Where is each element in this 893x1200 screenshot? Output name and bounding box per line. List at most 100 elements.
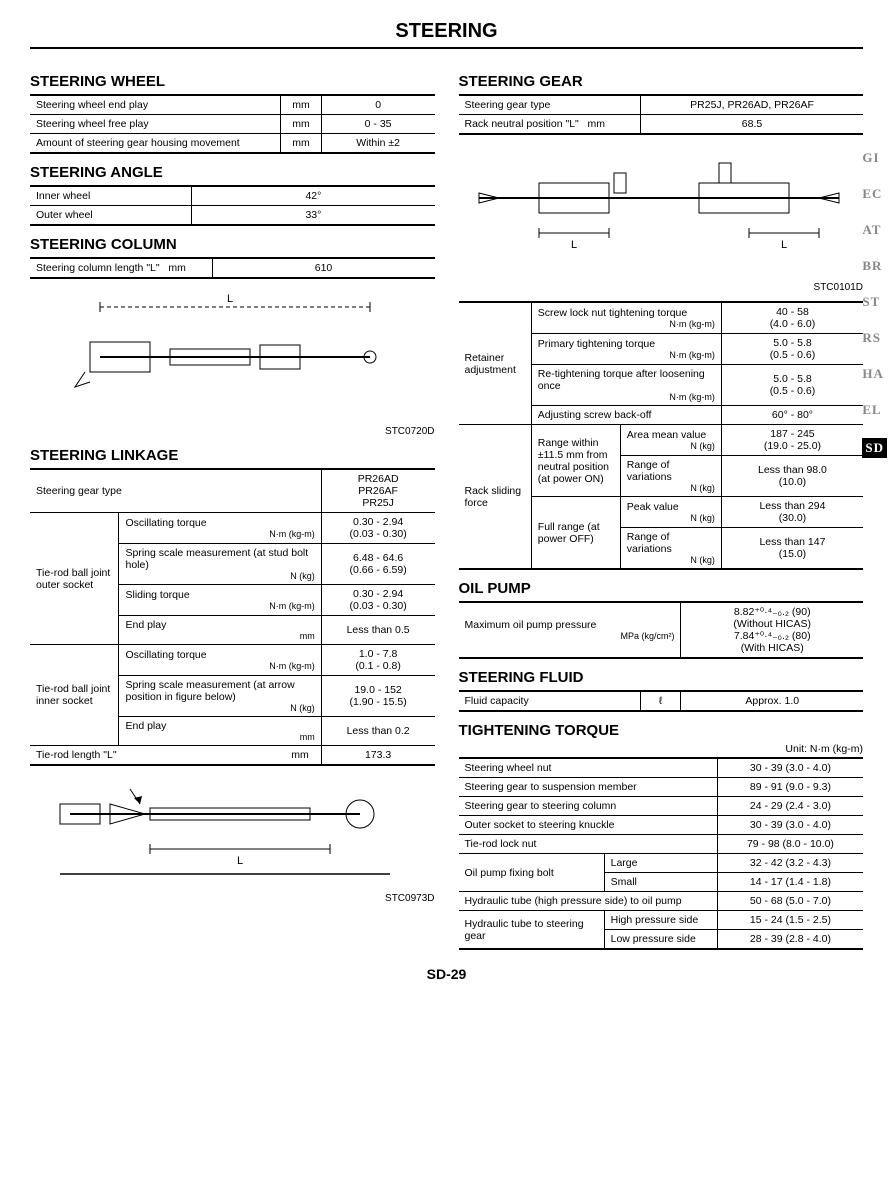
- table-cell: Sliding torqueN·m (kg-m): [119, 585, 321, 616]
- steering-fluid-table: Fluid capacity ℓ Approx. 1.0: [459, 690, 864, 712]
- table-cell: 89 - 91 (9.0 - 9.3): [717, 778, 863, 797]
- table-cell: End playmm: [119, 717, 321, 746]
- table-cell: 32 - 42 (3.2 - 4.3): [717, 854, 863, 873]
- table-cell: 68.5: [641, 115, 863, 135]
- column-fig-caption: STC0720D: [30, 426, 435, 437]
- oil-val: 8.82⁺⁰·⁴₋₀.₂ (90) (Without HICAS) 7.84⁺⁰…: [681, 602, 863, 658]
- table-cell: Steering column length "L" mm: [30, 258, 212, 278]
- table-cell: 79 - 98 (8.0 - 10.0): [717, 835, 863, 854]
- fluid-unit: ℓ: [641, 691, 681, 711]
- tightening-torque-title: TIGHTENING TORQUE: [459, 722, 864, 739]
- steering-wheel-table: Steering wheel end playmm0Steering wheel…: [30, 94, 435, 154]
- table-cell: Hydraulic tube to steering gear: [459, 911, 605, 950]
- table-cell: Steering gear to steering column: [459, 797, 718, 816]
- table-cell: Adjusting screw back-off: [531, 406, 721, 425]
- retainer-rack-table: Retainer adjustmentScrew lock nut tighte…: [459, 301, 864, 570]
- table-cell: 33°: [192, 206, 435, 226]
- table-cell: 0.30 - 2.94(0.03 - 0.30): [321, 513, 434, 544]
- table-row: Steering gear typePR25J, PR26AD, PR26AF: [459, 95, 864, 115]
- table-row: Rack sliding forceRange within ±11.5 mm …: [459, 425, 864, 456]
- table-cell: mm: [281, 115, 321, 134]
- tierod-fig-caption: STC0973D: [30, 893, 435, 904]
- fluid-val: Approx. 1.0: [681, 691, 863, 711]
- table-row: Steering wheel free playmm0 - 35: [30, 115, 435, 134]
- gear-diagram: L L: [459, 143, 859, 273]
- table-cell: Steering gear to suspension member: [459, 778, 718, 797]
- table-cell: Steering gear type: [459, 95, 641, 115]
- table-cell: PR25J, PR26AD, PR26AF: [641, 95, 863, 115]
- table-cell: 60° - 80°: [721, 406, 863, 425]
- table-cell: Tie-rod ball joint outer socket: [30, 513, 119, 645]
- table-cell: Oscillating torqueN·m (kg-m): [119, 513, 321, 544]
- table-cell: Small: [604, 873, 717, 892]
- table-cell: Rack sliding force: [459, 425, 532, 570]
- tab-rs: RS: [862, 330, 887, 346]
- steering-gear-title: STEERING GEAR: [459, 73, 864, 90]
- torque-unit: Unit: N·m (kg-m): [459, 743, 864, 755]
- oil-label: Maximum oil pump pressure: [465, 619, 597, 631]
- tab-gi: GI: [862, 150, 887, 166]
- table-cell: 5.0 - 5.8(0.5 - 0.6): [721, 334, 863, 365]
- svg-text:L: L: [227, 293, 233, 305]
- table-cell: Range of variationsN (kg): [620, 528, 721, 570]
- svg-text:L: L: [570, 239, 576, 251]
- table-cell: 14 - 17 (1.4 - 1.8): [717, 873, 863, 892]
- table-row: Hydraulic tube (high pressure side) to o…: [459, 892, 864, 911]
- table-cell: Less than 0.2: [321, 717, 434, 746]
- table-row: Rack neutral position "L" mm68.5: [459, 115, 864, 135]
- table-cell: Outer wheel: [30, 206, 192, 226]
- table-cell: 610: [212, 258, 434, 278]
- tierod-diagram: L: [30, 774, 410, 884]
- table-row: Steering gear to suspension member89 - 9…: [459, 778, 864, 797]
- table-row: Steering gear typePR26ADPR26AFPR25J: [30, 469, 435, 513]
- oil-pump-title: OIL PUMP: [459, 580, 864, 597]
- tab-st: ST: [862, 294, 887, 310]
- gear-fig-caption: STC0101D: [459, 282, 864, 293]
- table-row: Steering column length "L" mm610: [30, 258, 435, 278]
- tab-ec: EC: [862, 186, 887, 202]
- table-row: Tie-rod ball joint outer socketOscillati…: [30, 513, 435, 544]
- table-cell: Oscillating torqueN·m (kg-m): [119, 645, 321, 676]
- table-cell: 1.0 - 7.8(0.1 - 0.8): [321, 645, 434, 676]
- table-cell: Range within ±11.5 mm from neutral posit…: [531, 425, 620, 497]
- tab-ha: HA: [862, 366, 887, 382]
- table-cell: Low pressure side: [604, 930, 717, 950]
- table-cell: Steering wheel free play: [30, 115, 281, 134]
- table-cell: Amount of steering gear housing movement: [30, 134, 281, 154]
- steering-wheel-title: STEERING WHEEL: [30, 73, 435, 90]
- table-row: Outer wheel33°: [30, 206, 435, 226]
- table-cell: 30 - 39 (3.0 - 4.0): [717, 816, 863, 835]
- table-row: Tie-rod lock nut79 - 98 (8.0 - 10.0): [459, 835, 864, 854]
- svg-text:L: L: [780, 239, 786, 251]
- table-cell: Tie-rod ball joint inner socket: [30, 645, 119, 746]
- table-cell: Steering wheel end play: [30, 95, 281, 115]
- steering-column-table: Steering column length "L" mm610: [30, 257, 435, 279]
- table-cell: Less than 294(30.0): [721, 497, 863, 528]
- table-cell: 28 - 39 (2.8 - 4.0): [717, 930, 863, 950]
- table-row: Steering gear to steering column24 - 29 …: [459, 797, 864, 816]
- fluid-label: Fluid capacity: [459, 691, 641, 711]
- side-tabs: GIECATBRSTRSHAELSD: [862, 150, 887, 458]
- table-cell: Spring scale measurement (at arrow posit…: [119, 676, 321, 717]
- table-row: Outer socket to steering knuckle30 - 39 …: [459, 816, 864, 835]
- steering-linkage-title: STEERING LINKAGE: [30, 447, 435, 464]
- table-cell: Less than 0.5: [321, 616, 434, 645]
- table-cell: Re-tightening torque after loosening onc…: [531, 365, 721, 406]
- table-cell: 0 - 35: [321, 115, 434, 134]
- table-row: Amount of steering gear housing movement…: [30, 134, 435, 154]
- table-cell: 19.0 - 152(1.90 - 15.5): [321, 676, 434, 717]
- right-column: STEERING GEAR Steering gear typePR25J, P…: [459, 63, 864, 950]
- left-column: STEERING WHEEL Steering wheel end playmm…: [30, 63, 435, 950]
- table-row: Oil pump fixing boltLarge32 - 42 (3.2 - …: [459, 854, 864, 873]
- table-cell: 0.30 - 2.94(0.03 - 0.30): [321, 585, 434, 616]
- steering-linkage-table: Steering gear typePR26ADPR26AFPR25JTie-r…: [30, 468, 435, 766]
- table-cell: 5.0 - 5.8(0.5 - 0.6): [721, 365, 863, 406]
- table-cell: Spring scale measurement (at stud bolt h…: [119, 544, 321, 585]
- table-cell: Steering gear type: [30, 469, 321, 513]
- steering-fluid-title: STEERING FLUID: [459, 669, 864, 686]
- table-cell: Outer socket to steering knuckle: [459, 816, 718, 835]
- table-cell: mm: [281, 134, 321, 154]
- oil-pump-table: Maximum oil pump pressure MPa (kg/cm²) 8…: [459, 601, 864, 659]
- tightening-torque-table: Steering wheel nut30 - 39 (3.0 - 4.0)Ste…: [459, 757, 864, 950]
- tab-el: EL: [862, 402, 887, 418]
